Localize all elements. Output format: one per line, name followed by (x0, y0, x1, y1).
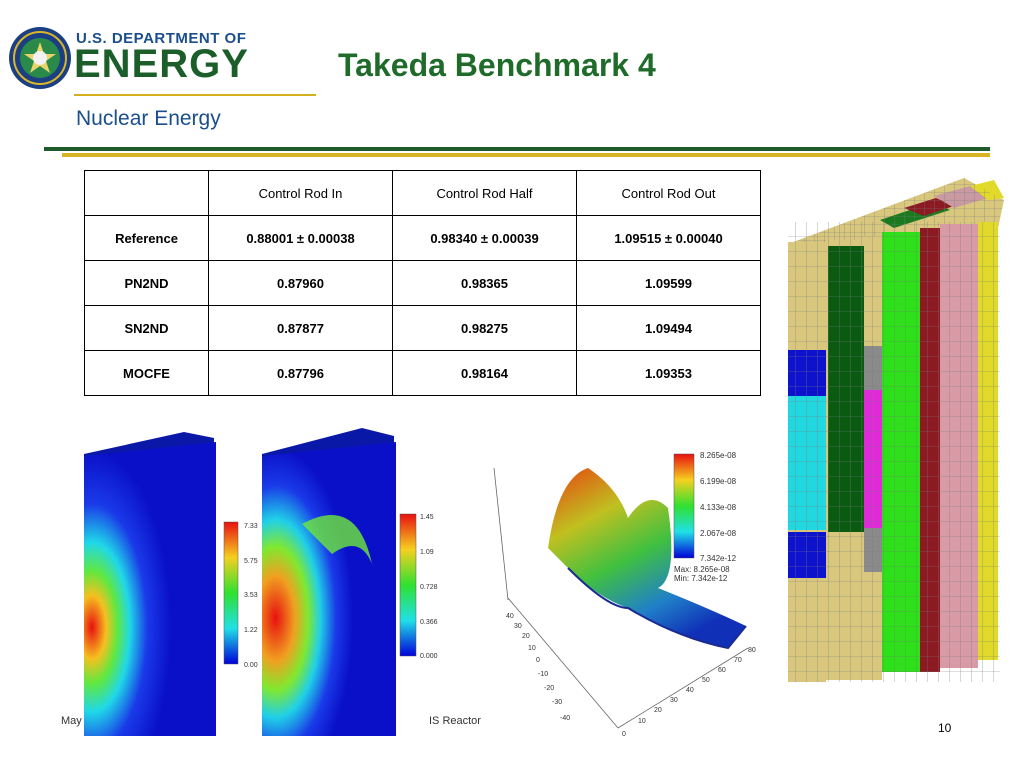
y-tick: -40 (560, 715, 570, 722)
surface-max-label: Max: 8.265e-08 (674, 565, 730, 574)
y-tick: 0 (536, 657, 540, 664)
legend-tick: 0.00 (244, 662, 258, 669)
legend-tick: 8.265e-08 (700, 451, 737, 460)
x-tick: 80 (748, 647, 756, 654)
header-rule-gold (62, 153, 990, 157)
x-tick: 30 (670, 697, 678, 704)
x-tick: 0 (622, 731, 626, 738)
table-cell: 1.09599 (576, 260, 761, 306)
x-tick: 50 (702, 677, 710, 684)
legend-tick: 2.067e-08 (700, 529, 737, 538)
table-row: PN2ND 0.87960 0.98365 1.09599 (84, 260, 761, 306)
table-header-cell: Control Rod Half (392, 170, 577, 216)
x-tick: 60 (718, 667, 726, 674)
x-tick: 20 (654, 707, 662, 714)
row-label: Reference (84, 215, 209, 261)
row-label: SN2ND (84, 305, 209, 351)
org-top-label: U.S. DEPARTMENT OF (76, 30, 247, 47)
doe-seal-icon (9, 27, 71, 89)
org-main-label: ENERGY (74, 42, 249, 86)
legend-tick: 1.09 (420, 549, 434, 556)
y-tick: 20 (522, 633, 530, 640)
page-number: 10 (938, 721, 952, 735)
table-cell: 1.09353 (576, 350, 761, 396)
x-tick: 70 (734, 657, 742, 664)
table-cell: 0.98164 (392, 350, 577, 396)
org-sub-label: Nuclear Energy (76, 107, 221, 130)
x-tick: 40 (686, 687, 694, 694)
results-table: Control Rod In Control Rod Half Control … (84, 170, 761, 396)
table-header-cell (84, 170, 209, 216)
y-tick: 30 (514, 623, 522, 630)
table-row: MOCFE 0.87796 0.98164 1.09353 (84, 350, 761, 396)
legend-tick: 0.728 (420, 584, 438, 591)
y-tick: 10 (528, 645, 536, 652)
table-header-row: Control Rod In Control Rod Half Control … (84, 170, 761, 216)
table-header-cell: Control Rod In (208, 170, 393, 216)
logo-divider (74, 94, 316, 96)
table-cell: 0.98340 ± 0.00039 (392, 215, 577, 261)
legend-tick: 0.366 (420, 619, 438, 626)
legend-tick: 6.199e-08 (700, 477, 737, 486)
legend-tick: 0.000 (420, 653, 438, 660)
legend-tick: 7.33 (244, 523, 258, 530)
flux-plot-rod-in: 7.33 5.75 3.53 1.22 0.00 (84, 432, 258, 736)
footer-date: May (61, 715, 82, 727)
table-row: SN2ND 0.87877 0.98275 1.09494 (84, 305, 761, 351)
y-tick: -20 (544, 685, 554, 692)
legend-tick: 1.22 (244, 627, 258, 634)
y-tick: 40 (506, 613, 514, 620)
table-header-cell: Control Rod Out (576, 170, 761, 216)
y-tick: -10 (538, 671, 548, 678)
footer-center-text: IS Reactor (429, 715, 481, 727)
table-cell: 0.88001 ± 0.00038 (208, 215, 393, 261)
row-label: MOCFE (84, 350, 209, 396)
legend-tick: 3.53 (244, 592, 258, 599)
surface-plot: 8.265e-08 6.199e-08 4.133e-08 2.067e-08 … (493, 451, 756, 738)
reactor-geometry-image (788, 178, 1004, 682)
table-row: Reference 0.88001 ± 0.00038 0.98340 ± 0.… (84, 215, 761, 261)
slide-title: Takeda Benchmark 4 (338, 47, 656, 83)
legend-tick: 1.45 (420, 514, 434, 521)
legend-tick: 5.75 (244, 558, 258, 565)
table-cell: 0.98275 (392, 305, 577, 351)
row-label: PN2ND (84, 260, 209, 306)
legend-tick: 7.342e-12 (700, 554, 737, 563)
header-rule-green (44, 147, 990, 151)
table-cell: 1.09515 ± 0.00040 (576, 215, 761, 261)
table-cell: 0.98365 (392, 260, 577, 306)
flux-plot-rod-half: 1.45 1.09 0.728 0.366 0.000 (262, 428, 438, 736)
x-tick: 10 (638, 718, 646, 725)
table-cell: 0.87796 (208, 350, 393, 396)
table-cell: 0.87960 (208, 260, 393, 306)
legend-tick: 4.133e-08 (700, 503, 737, 512)
y-tick: -30 (552, 699, 562, 706)
surface-min-label: Min: 7.342e-12 (674, 574, 728, 583)
table-cell: 1.09494 (576, 305, 761, 351)
table-cell: 0.87877 (208, 305, 393, 351)
